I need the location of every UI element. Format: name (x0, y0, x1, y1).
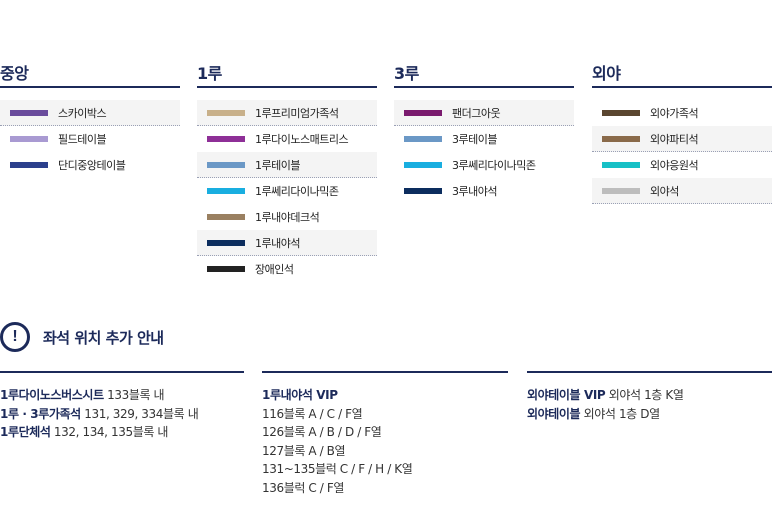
legend-label: 1루테이블 (255, 158, 300, 172)
legend-label: 1루쎄리다이나믹존 (255, 185, 339, 198)
notice-line: 1루단체석 132, 134, 135블록 내 (0, 423, 244, 442)
notice-line: 1루다이노스버스시트 133블록 내 (0, 386, 244, 405)
legend-item: 1루프리미엄가족석 (197, 100, 377, 126)
legend-item: 1루테이블 (197, 152, 377, 178)
notice-line-title: 1루내야석 VIP (262, 388, 338, 402)
legend-label: 3루테이블 (452, 133, 497, 146)
notice-line: 126블록 A / B / D / F열 (262, 423, 508, 442)
notice-line-text: 132, 134, 135블록 내 (50, 425, 169, 439)
legend-swatch (10, 109, 48, 116)
legend-swatch (602, 110, 640, 116)
notice-line-text: 외야석 1층 K열 (605, 388, 684, 402)
section-third-base: 3루 팬더그아웃 3루테이블 3루쎄리다이나믹존 3루내야석 (394, 64, 574, 204)
legend-item: 3루쎄리다이나믹존 (394, 152, 574, 178)
notice-line: 127블록 A / B열 (262, 442, 508, 461)
notice-line-text: 133블록 내 (103, 388, 165, 402)
legend-label: 1루프리미엄가족석 (255, 106, 339, 120)
legend-swatch (404, 188, 442, 194)
legend-swatch (207, 161, 245, 168)
legend-item: 팬더그아웃 (394, 100, 574, 126)
legend-swatch (602, 135, 640, 142)
legend-list: 스카이박스 필드테이블 단디중앙테이블 (0, 100, 180, 178)
notice-line-text: 126블록 A / B / D / F열 (262, 425, 382, 439)
notice-line: 외야테이블 외야석 1층 D열 (527, 405, 772, 424)
notice-line: 116블록 A / C / F열 (262, 405, 508, 424)
notice-line-text: 127블록 A / B열 (262, 443, 346, 458)
section-title: 외야 (592, 64, 772, 88)
legend-item: 필드테이블 (0, 126, 180, 152)
legend-label: 3루쎄리다이나믹존 (452, 159, 536, 172)
section-title: 중앙 (0, 64, 180, 88)
legend-label: 외야파티석 (650, 132, 699, 146)
legend-swatch (10, 162, 48, 168)
legend-label: 스카이박스 (58, 106, 107, 120)
legend-item: 3루테이블 (394, 126, 574, 152)
notice-line-title: 1루 · 3루가족석 (0, 406, 81, 421)
legend-label: 장애인석 (255, 263, 294, 276)
legend-item: 장애인석 (197, 256, 377, 282)
notice-line: 1루 · 3루가족석 131, 329, 334블록 내 (0, 405, 244, 424)
notice-line: 1루내야석 VIP (262, 386, 508, 405)
legend-item: 3루내야석 (394, 178, 574, 204)
notice-line-title: 1루단체석 (0, 425, 51, 439)
notice-heading: ! 좌석 위치 추가 안내 (0, 322, 164, 352)
legend-swatch (10, 136, 48, 142)
legend-label: 3루내야석 (452, 185, 497, 198)
legend-swatch (404, 136, 442, 142)
notice-line-text: 외야석 1층 D열 (580, 406, 661, 421)
legend-list: 1루프리미엄가족석 1루다이노스매트리스 1루테이블 1루쎄리다이나믹존 1루내… (197, 100, 377, 282)
legend-list: 외야가족석 외야파티석 외야응원석 외야석 (592, 100, 772, 204)
section-first-base: 1루 1루프리미엄가족석 1루다이노스매트리스 1루테이블 1루쎄리다이나믹존 … (197, 64, 377, 282)
legend-swatch (207, 239, 245, 246)
notice-column-third: 외야테이블 VIP 외야석 1층 K열 외야테이블 외야석 1층 D열 (527, 371, 772, 423)
notice-column-first: 1루다이노스버스시트 133블록 내 1루 · 3루가족석 131, 329, … (0, 371, 244, 442)
notice-column-second: 1루내야석 VIP 116블록 A / C / F열 126블록 A / B /… (262, 371, 508, 497)
legend-swatch (207, 136, 245, 142)
notice-line-title: 1루다이노스버스시트 (0, 388, 104, 402)
legend-item: 1루쎄리다이나믹존 (197, 178, 377, 204)
legend-label: 1루다이노스매트리스 (255, 133, 349, 146)
legend-swatch (207, 109, 245, 116)
legend-label: 외야응원석 (650, 159, 699, 172)
section-title: 3루 (394, 64, 574, 88)
notice-line-text: 116블록 A / C / F열 (262, 406, 363, 421)
notice-line-title: 외야테이블 VIP (527, 388, 606, 402)
legend-item: 1루내야데크석 (197, 204, 377, 230)
legend-swatch (602, 162, 640, 168)
legend-list: 팬더그아웃 3루테이블 3루쎄리다이나믹존 3루내야석 (394, 100, 574, 204)
legend-item: 1루내야석 (197, 230, 377, 256)
legend-item: 외야파티석 (592, 126, 772, 152)
section-outfield: 외야 외야가족석 외야파티석 외야응원석 외야석 (592, 64, 772, 204)
notice-line-title: 외야테이블 (527, 406, 581, 421)
legend-swatch (602, 187, 640, 194)
legend-label: 필드테이블 (58, 133, 107, 146)
legend-item: 1루다이노스매트리스 (197, 126, 377, 152)
exclamation-icon: ! (0, 322, 30, 352)
notice-line-text: 136블럭 C / F열 (262, 480, 344, 495)
legend-swatch (207, 214, 245, 220)
legend-label: 1루내야데크석 (255, 211, 320, 224)
legend-label: 1루내야석 (255, 236, 300, 250)
legend-swatch (207, 188, 245, 194)
notice-line: 131~135블럭 C / F / H / K열 (262, 460, 508, 479)
section-title: 1루 (197, 64, 377, 88)
legend-item: 외야응원석 (592, 152, 772, 178)
legend-label: 팬더그아웃 (452, 106, 501, 120)
section-center: 중앙 스카이박스 필드테이블 단디중앙테이블 (0, 64, 180, 178)
legend-item: 외야가족석 (592, 100, 772, 126)
legend-label: 단디중앙테이블 (58, 159, 126, 172)
notice-line: 외야테이블 VIP 외야석 1층 K열 (527, 386, 772, 405)
legend-label: 외야석 (650, 184, 679, 198)
legend-item: 외야석 (592, 178, 772, 204)
legend-swatch (207, 266, 245, 272)
notice-title: 좌석 위치 추가 안내 (43, 328, 164, 347)
legend-label: 외야가족석 (650, 107, 699, 120)
notice-line-text: 131~135블럭 C / F / H / K열 (262, 462, 413, 476)
legend-item: 스카이박스 (0, 100, 180, 126)
notice-line: 136블럭 C / F열 (262, 479, 508, 498)
notice-line-text: 131, 329, 334블록 내 (80, 406, 199, 421)
legend-swatch (404, 109, 442, 116)
legend-item: 단디중앙테이블 (0, 152, 180, 178)
legend-swatch (404, 162, 442, 168)
